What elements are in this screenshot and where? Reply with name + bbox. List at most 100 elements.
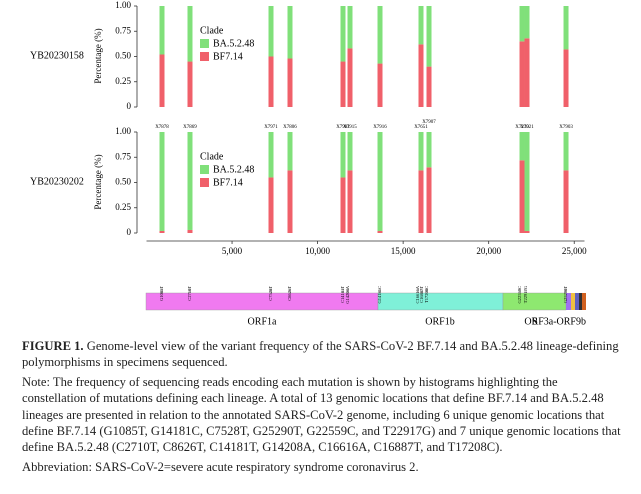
legend-label: BA.5.2.48: [213, 164, 254, 175]
bar-segment: [426, 132, 432, 168]
bar-label: X7903: [559, 125, 573, 130]
y-tick-label: 0.75: [115, 25, 131, 35]
gene-segment: [566, 293, 571, 310]
bar-segment: [563, 132, 569, 171]
bar-segment: [426, 6, 432, 67]
legend-swatch: [200, 52, 209, 61]
site-label: G22559C: [517, 286, 522, 304]
site-label: T17208C: [424, 286, 429, 303]
legend-title: Clade: [200, 25, 224, 36]
bar-label: X7921: [520, 125, 534, 130]
site-label: T22917G: [523, 285, 528, 303]
site-label: G14208A: [345, 285, 350, 303]
bar-segment: [519, 132, 525, 161]
legend-label: BF7.14: [213, 51, 243, 62]
panel-label: YB20230202: [30, 176, 84, 187]
bar-label: X7210: [515, 125, 529, 130]
gene-label: ORF1a: [248, 316, 277, 327]
x-tick-label: 25,000: [562, 246, 587, 256]
bar-segment: [418, 170, 424, 233]
y-axis-label: Percentage (%): [93, 154, 103, 209]
bar-segment: [563, 49, 569, 107]
legend-label: BF7.14: [213, 177, 243, 188]
site-label: G14181C: [377, 286, 382, 304]
bar-segment: [418, 6, 424, 45]
caption-label: FIGURE 1.: [22, 339, 84, 353]
bar-segment: [268, 6, 274, 57]
legend-swatch: [200, 178, 209, 187]
y-tick-label: 0.50: [115, 51, 131, 61]
site-label: C14181T: [340, 286, 345, 303]
y-tick-label: 0.50: [115, 177, 131, 187]
legend-label: BA.5.2.48: [213, 38, 254, 49]
site-label: C8626T: [287, 286, 292, 301]
bar-segment: [426, 66, 432, 107]
y-tick-label: 0: [127, 101, 132, 111]
y-tick-label: 1.00: [115, 0, 131, 10]
gene-label: ORF1b: [425, 316, 454, 327]
caption: FIGURE 1. Genome-level view of the varia…: [22, 338, 622, 478]
bar-segment: [159, 6, 165, 55]
y-tick-label: 0: [127, 227, 132, 237]
bar-segment: [524, 6, 530, 39]
gene-segment: [579, 293, 582, 310]
bar-segment: [418, 44, 424, 107]
bar-label: X7806: [283, 125, 297, 130]
bar-segment: [377, 132, 383, 231]
bar-segment: [187, 132, 193, 230]
bar-segment: [287, 132, 293, 171]
panel-label: YB20230158: [30, 50, 84, 61]
caption-title-block: FIGURE 1. Genome-level view of the varia…: [22, 338, 622, 371]
site-label: C16887T: [419, 286, 424, 303]
bar-segment: [519, 6, 525, 42]
site-label: G25290T: [563, 286, 568, 303]
bar-segment: [563, 6, 569, 50]
bar-segment: [287, 6, 293, 59]
bar-segment: [377, 6, 383, 64]
gene-segment: [502, 292, 567, 311]
x-tick-label: 20,000: [476, 246, 501, 256]
bar-segment: [268, 177, 274, 233]
bar-segment: [426, 167, 432, 233]
bar-segment: [340, 6, 346, 62]
y-axis-label: Percentage (%): [93, 28, 103, 83]
caption-note: Note: The frequency of sequencing reads …: [22, 374, 621, 455]
x-tick-label: 10,000: [305, 246, 330, 256]
bar-segment: [519, 160, 525, 233]
gene-label: ORF3a-ORF9b: [524, 316, 586, 327]
bar-segment: [418, 132, 424, 171]
bar-segment: [347, 132, 353, 171]
bar-segment: [187, 229, 193, 233]
gene-segment: [571, 293, 575, 310]
legend-swatch: [200, 39, 209, 48]
x-tick-label: 5,000: [222, 246, 243, 256]
x-tick-label: 15,000: [391, 246, 416, 256]
legend-title: Clade: [200, 151, 224, 162]
caption-title: Genome-level view of the variant frequen…: [22, 339, 619, 370]
bar-segment: [159, 230, 165, 233]
bar-segment: [340, 61, 346, 107]
site-label: C7528T: [268, 286, 273, 301]
gene-label: S: [532, 316, 538, 327]
gene-segment: [582, 293, 586, 310]
bar-segment: [377, 63, 383, 107]
bar-segment: [377, 230, 383, 233]
bar-segment: [268, 56, 274, 107]
bar-label: X7971: [264, 125, 278, 130]
bar-segment: [287, 170, 293, 233]
site-label: C16616A: [415, 285, 420, 303]
bar-segment: [347, 6, 353, 49]
bar-segment: [287, 58, 293, 107]
bar-segment: [187, 6, 193, 62]
bar-segment: [187, 61, 193, 107]
bar-segment: [340, 177, 346, 233]
y-tick-label: 0.25: [115, 76, 131, 86]
bar-segment: [347, 170, 353, 233]
figure: YB20230158 Percentage (%) 0 0.25 0.50 0.75 1.0…: [30, 0, 587, 327]
bar-label: X7916: [373, 125, 387, 130]
bar-segment: [563, 170, 569, 233]
bar-segment: [524, 38, 530, 107]
bar-label: X7651: [414, 125, 428, 130]
bar-segment: [159, 132, 165, 231]
